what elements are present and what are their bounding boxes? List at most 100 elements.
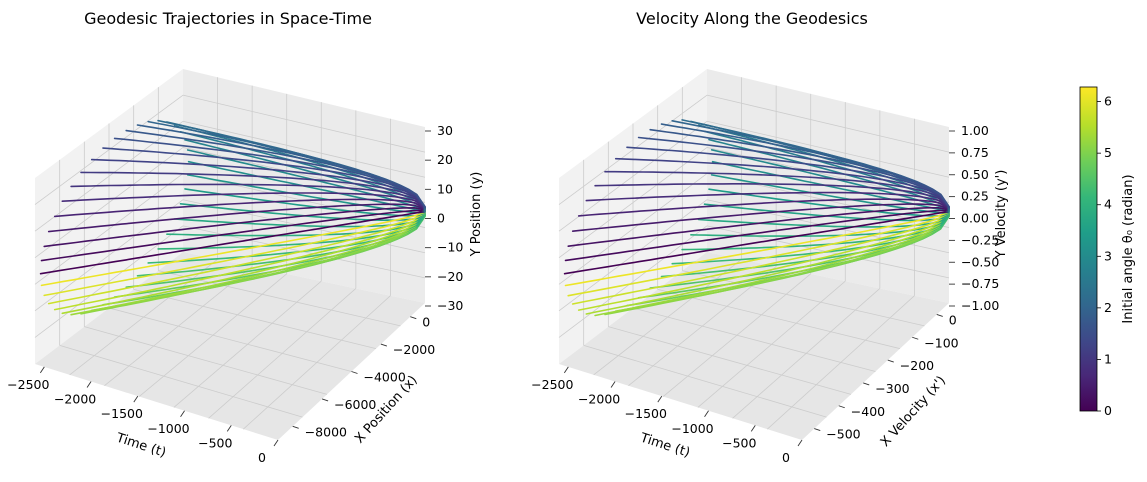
y-tick-mark [410,316,417,320]
colorbar-tick-label: 1 [1104,351,1112,366]
x-tick-label: −2000 [578,392,620,407]
colorbar-tick-label: 4 [1104,197,1112,212]
x-tick-label: 0 [782,450,790,465]
z-tick-label: −1.00 [961,298,999,313]
panel-velocity: Velocity Along the Geodesics −2500 −2000… [531,9,1009,465]
geodesic-line [626,146,950,208]
x-tick-label: −1000 [671,421,713,436]
gridline [108,307,352,372]
gridline [558,173,708,285]
y-tick-label: −2000 [393,342,435,357]
geodesic-line [594,183,950,209]
geodesic-line [708,188,950,217]
y-tick-mark [321,398,329,402]
x-tick-mark [797,439,803,447]
gridline [657,288,901,350]
y-tick-label: −200 [900,358,934,373]
y-tick-label: −100 [924,335,958,350]
gridline [34,94,184,205]
z-tick-label: −0.25 [961,232,999,247]
y-tick-mark [936,313,943,317]
x-tick-mark [610,381,616,388]
geodesic-line [70,214,426,316]
y-tick-mark [351,371,358,374]
gridline [182,120,426,178]
gridline [558,120,708,232]
y-tick-mark [912,336,919,340]
z-tick-label: −0.50 [961,254,999,269]
y-tick-label: −500 [826,427,860,442]
x-tick-mark [273,439,279,447]
colorbar-ticks: 0 1 2 3 4 5 6 [1104,94,1112,418]
x-velocity-axis-ticks: 0 −100 −200 −300 −400 −500 [826,312,958,441]
geodesic-line [567,212,950,297]
z-axis-label: Y Position (y) [469,172,484,258]
geodesic-line [585,214,950,315]
y-tick-label: −300 [875,381,909,396]
time-axis-ticks: −2500 −2000 −1500 −1000 −500 0 [7,377,266,465]
geodesic-line [577,213,950,311]
gridline [608,326,852,395]
geodesic-line [637,136,950,208]
geodesic-line [585,191,950,209]
chart-title-trajectories: Geodesic Trajectories in Space-Time [84,9,372,28]
geodesic-line [173,213,426,228]
z-tick-label: 0.00 [961,211,989,226]
x-tick-label: −2500 [7,377,49,392]
z-tick-label: 20 [437,152,453,167]
geodesic-line [184,139,426,211]
z-tick-label: 10 [437,181,453,196]
geodesic-line [567,207,950,247]
x-tick-mark [226,425,232,432]
y-tick-mark [887,359,894,363]
gridline [34,147,184,259]
geodesic-line [80,214,426,315]
y-tick-label: 0 [422,315,430,330]
geodesic-line [70,183,426,209]
geodesic-line [697,213,950,228]
gridline [133,288,377,350]
y-tick-label: 0 [949,312,957,327]
z-tick-label: 1.00 [961,123,989,138]
y-tick-mark [814,428,821,432]
y-tick-label: −8000 [305,424,347,439]
geodesic-line [614,157,950,208]
geodesic-line [113,137,426,208]
geodesic-line [102,147,426,208]
gridline [34,120,184,232]
x-tick-mark [133,395,139,403]
x-tick-label: −500 [198,435,232,450]
z-tick-label: −0.75 [961,276,999,291]
z-axis-label: Y Velocity (y') [994,170,1009,260]
z-tick-label: 0.75 [961,145,989,160]
geodesic-line [571,203,950,232]
geodesic-line [649,128,950,208]
gridline [34,173,184,285]
geodesic-line [90,158,426,208]
geodesic-line [53,213,426,311]
geodesic-line [80,171,426,209]
gridline [558,94,708,205]
colorbar-tick-label: 0 [1104,403,1112,418]
x-tick-label: 0 [258,450,266,465]
x-tick-label: −500 [722,435,756,450]
gridline [706,94,950,153]
colorbar-tick-label: 3 [1104,248,1112,263]
y-tick-mark [838,405,845,409]
x-tick-mark [704,410,709,418]
y-tick-mark [380,343,388,347]
geodesic-line [564,211,950,287]
z-tick-label: 30 [437,123,453,138]
y-tick-label: −400 [851,404,885,419]
colorbar-tick-label: 2 [1104,300,1112,315]
colorbar-gradient [1080,87,1097,411]
panel-trajectories: Geodesic Trajectories in Space-Time −250… [7,9,484,465]
x-tick-mark [86,381,92,388]
geodesic-line [571,212,950,305]
geodesic-line [711,160,950,213]
z-tick-label: −10 [437,240,463,255]
x-tick-mark [39,366,45,374]
x-tick-mark [563,366,569,374]
gridline [182,94,426,153]
